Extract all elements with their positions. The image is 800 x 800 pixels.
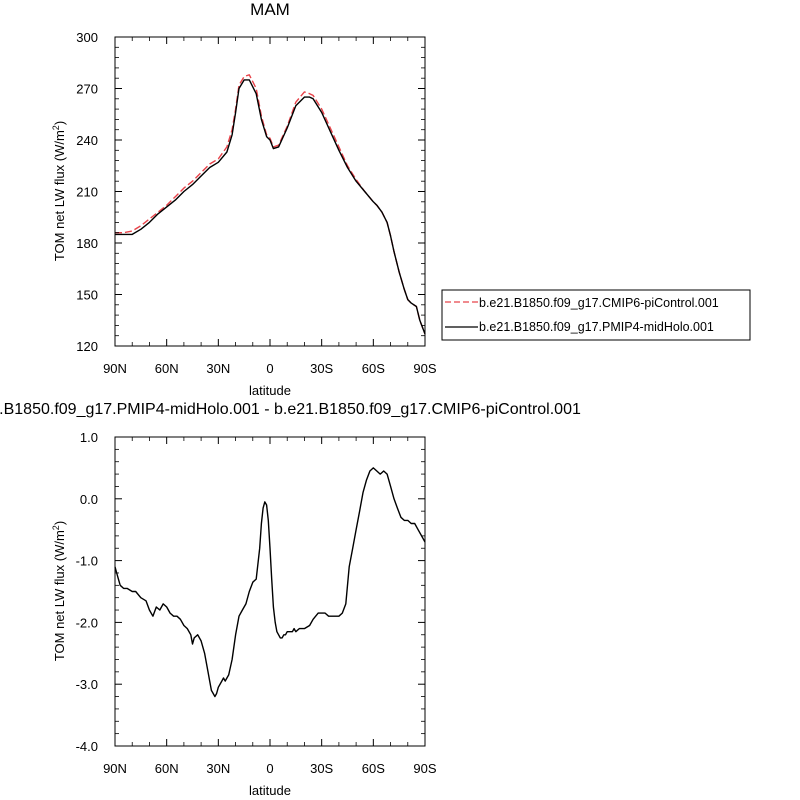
bot-y-tick-label: -3.0 xyxy=(76,677,98,692)
top-y-tick-label: 150 xyxy=(76,288,98,303)
top-y-axis-label-main: TOM net LW flux (W/m xyxy=(52,130,67,261)
legend-box xyxy=(441,289,751,341)
top-x-tick-label: 60N xyxy=(155,361,179,376)
top-y-tick-label: 270 xyxy=(76,82,98,97)
top-series-line-0 xyxy=(115,74,426,335)
bot-y-tick-label: -1.0 xyxy=(76,554,98,569)
top-series-line-1 xyxy=(115,79,426,335)
top-y-tick-label: 240 xyxy=(76,133,98,148)
bot-x-tick-label: 30N xyxy=(206,761,230,776)
legend-label-picontrol: b.e21.B1850.f09_g17.CMIP6-piControl.001 xyxy=(479,296,719,310)
top-x-tick-label: 0 xyxy=(266,361,273,376)
bottom-y-axis-label-close: ) xyxy=(52,521,67,525)
bottom-x-axis-label: latitude xyxy=(249,783,291,798)
top-y-axis-label: TOM net LW flux (W/m2) xyxy=(51,121,67,261)
legend: b.e21.B1850.f09_g17.CMIP6-piControl.001 … xyxy=(441,289,751,341)
bot-x-tick-label: 60N xyxy=(155,761,179,776)
top-x-axis-label: latitude xyxy=(249,383,291,398)
top-y-tick-label: 210 xyxy=(76,185,98,200)
legend-label-midholo: b.e21.B1850.f09_g17.PMIP4-midHolo.001 xyxy=(479,320,714,334)
bot-y-tick-label: 0.0 xyxy=(80,492,98,507)
top-x-tick-label: 90S xyxy=(413,361,436,376)
bottom-plot-frame xyxy=(114,436,426,747)
bot-y-tick-label: -4.0 xyxy=(76,739,98,754)
bottom-panel: b.e21.B1850.f09_g17.PMIP4-midHolo.001 - … xyxy=(0,401,581,798)
top-x-tick-label: 60S xyxy=(362,361,385,376)
bottom-y-axis-label: TOM net LW flux (W/m2) xyxy=(51,521,67,661)
top-x-tick-label: 30S xyxy=(310,361,333,376)
bot-x-tick-label: 30S xyxy=(310,761,333,776)
top-chart-title: MAM xyxy=(250,0,290,19)
bot-x-tick-label: 60S xyxy=(362,761,385,776)
bot-x-tick-label: 90N xyxy=(103,761,127,776)
top-y-tick-label: 300 xyxy=(76,30,98,45)
top-y-axis-label-close: ) xyxy=(52,121,67,125)
bot-series-line-0 xyxy=(114,467,426,698)
top-panel: MAM 120 150 180 210 240 270 300 90N 60N 30N 0 30S 6… xyxy=(51,0,751,398)
top-y-tick-label: 180 xyxy=(76,236,98,251)
bot-y-tick-label: 1.0 xyxy=(80,430,98,445)
top-x-tick-label: 30N xyxy=(206,361,230,376)
bot-x-tick-label: 90S xyxy=(413,761,436,776)
top-y-tick-label: 120 xyxy=(76,339,98,354)
top-y-axis-label-superscript: 2 xyxy=(51,125,61,130)
top-plot-frame xyxy=(114,36,426,347)
bottom-chart-title: b.e21.B1850.f09_g17.PMIP4-midHolo.001 - … xyxy=(0,401,581,418)
top-x-tick-label: 90N xyxy=(103,361,127,376)
bottom-y-axis-label-main: TOM net LW flux (W/m xyxy=(52,530,67,661)
bottom-y-axis-label-superscript: 2 xyxy=(51,525,61,530)
bot-x-tick-label: 0 xyxy=(266,761,273,776)
bot-y-tick-label: -2.0 xyxy=(76,615,98,630)
